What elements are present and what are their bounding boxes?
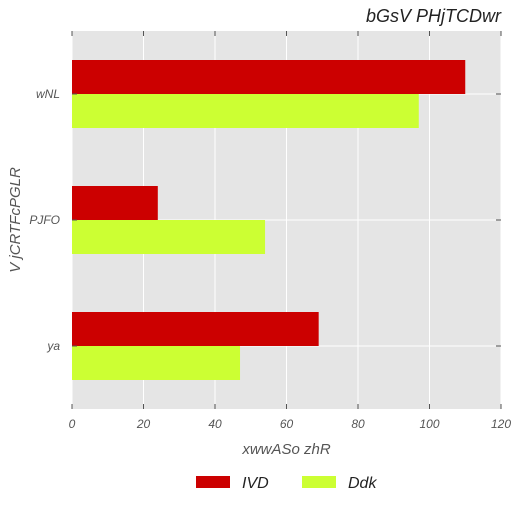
legend-label-ivd: IVD [242,475,269,492]
bar-ivd-wnl [72,60,466,94]
bar-ddk-ya [72,346,241,380]
x-tick-label: 120 [491,417,511,431]
x-tick-label: 40 [208,417,222,431]
bar-ddk-wnl [72,94,419,128]
y-axis-label: V jCRTFcPGLR [7,167,24,273]
x-tick-label: 20 [136,417,151,431]
x-tick-label: 100 [419,417,439,431]
legend-label-ddk: Ddk [348,475,377,492]
x-axis-label: xwwASo zhR [241,441,331,458]
x-tick-label: 60 [280,417,294,431]
bar-ddk-pjfo [72,220,266,254]
axis-ticks: 0 20 40 60 80 100 120 ya PJFO wNL [29,31,511,431]
x-tick-label: 0 [69,417,76,431]
y-tick-label-wnl: wNL [36,87,60,101]
legend: IVD Ddk [196,475,377,492]
legend-swatch-ivd [196,476,230,488]
bars [72,60,466,380]
bar-ivd-pjfo [72,186,158,220]
bar-ivd-ya [72,312,319,346]
legend-swatch-ddk [302,476,336,488]
y-tick-label-pjfo: PJFO [29,213,60,227]
chart-title: bGsV PHjTCDwr [366,6,502,26]
y-tick-label-ya: ya [46,339,60,353]
x-tick-label: 80 [351,417,365,431]
